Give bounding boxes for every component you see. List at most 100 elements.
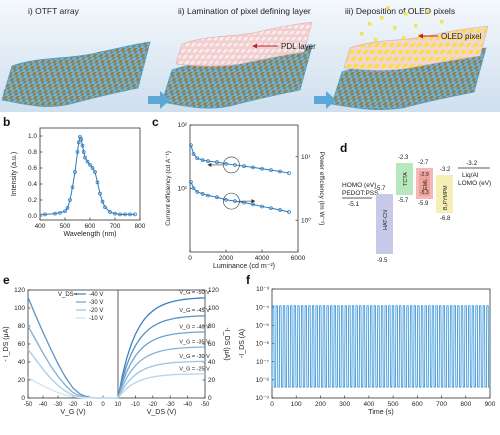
hatcn-bottom: -9.5 bbox=[377, 258, 388, 264]
x-tick-label: 10 bbox=[115, 402, 122, 408]
pedot-value: -5.1 bbox=[348, 201, 360, 208]
x2-tick-label: -30 bbox=[166, 402, 175, 408]
spectrum-point bbox=[95, 180, 100, 185]
output-curve bbox=[117, 297, 206, 399]
spectrum-point bbox=[113, 211, 117, 216]
panel-f: f 0 100 200 300 400 500 600 700 800 900 10⁻⁹ 10⁻⁸ 10… bbox=[239, 273, 496, 416]
x-tick-label: 600 bbox=[412, 401, 423, 408]
x-tick-label: 0 bbox=[101, 402, 105, 408]
spectrum-point bbox=[58, 210, 62, 215]
process-arrow-1 bbox=[148, 91, 170, 109]
panel-c: c 0 2000 4000 6000 10¹ 10² 10⁰ 10¹ Luminance (cd… bbox=[152, 115, 325, 270]
transfer-output-chart: -50 -40 -30 -20 -10 0 10 -10 -20 -30 -40 -500204060… bbox=[3, 287, 230, 416]
spectrum-point bbox=[80, 143, 85, 148]
x2-tick-label: -20 bbox=[148, 402, 157, 408]
y-tick-label: 10⁻⁴ bbox=[256, 304, 270, 311]
series-axis-arrowhead bbox=[207, 162, 212, 167]
power-efficiency-point bbox=[251, 202, 255, 207]
panel-b: b 400 500 600 700 800 0.0 0.2 0.4 0.6 0.8 1.0 Wavel… bbox=[3, 115, 146, 238]
panel-e: e -50 -40 -30 -20 -10 0 10 -10 -20 -30 -40 -5002040… bbox=[3, 273, 230, 416]
power-efficiency-point bbox=[200, 192, 205, 196]
output-curve bbox=[117, 373, 206, 399]
y-tick-label: 0 bbox=[21, 395, 25, 402]
x-axis-label: V_G (V) bbox=[60, 409, 85, 416]
eml-bottom: -5.9 bbox=[418, 201, 429, 207]
b3pympm-layer bbox=[436, 175, 453, 213]
y-tick-label: 20 bbox=[18, 377, 26, 384]
current-efficiency-point bbox=[206, 159, 210, 163]
y-tick-label: 1.0 bbox=[28, 133, 37, 140]
spectrum-point bbox=[68, 198, 72, 202]
pixel-droplet bbox=[386, 6, 390, 10]
hatcn-top: -5.7 bbox=[375, 186, 386, 192]
panel-label-f: f bbox=[246, 273, 251, 287]
step-2-label: ii) Lamination of pixel defining layer bbox=[178, 6, 311, 16]
spectrum-point bbox=[73, 170, 77, 174]
output-curve-label: V_G = -45 V bbox=[179, 308, 210, 314]
legend-label: -20 V bbox=[89, 308, 103, 314]
output-curve bbox=[117, 360, 206, 399]
process-arrow-2 bbox=[314, 91, 336, 109]
spectrum-point bbox=[85, 159, 90, 164]
power-efficiency-point bbox=[215, 195, 219, 200]
output-curve-label: V_G = -35 V bbox=[179, 340, 210, 346]
liqal-label: Liq/Al bbox=[462, 172, 479, 179]
series-axis-arrowhead bbox=[251, 199, 256, 204]
panel-label-d: d bbox=[340, 141, 347, 155]
power-efficiency-point bbox=[233, 199, 237, 203]
y-tick-label: 100 bbox=[14, 305, 25, 312]
current-efficiency-point bbox=[242, 164, 246, 168]
y-axis-label: Intensity (a.u.) bbox=[11, 152, 18, 196]
power-efficiency-point bbox=[269, 206, 273, 211]
current-efficiency-point bbox=[189, 143, 193, 148]
y-axis-label: - I_DS (μA) bbox=[3, 326, 10, 361]
transfer-curve bbox=[27, 296, 118, 399]
legend-label: -40 V bbox=[89, 292, 103, 298]
pixel-droplet bbox=[380, 16, 384, 20]
y-tick-label: 0.0 bbox=[28, 213, 37, 220]
spectrum-point bbox=[63, 209, 67, 214]
current-efficiency-point bbox=[269, 168, 273, 172]
pixel-droplet bbox=[393, 26, 397, 30]
oled-pixel-sheet bbox=[343, 25, 489, 71]
spectrum-point bbox=[133, 212, 137, 217]
b3pympm-label: B₃PYMPM bbox=[443, 185, 449, 210]
x-tick-label: 500 bbox=[60, 223, 71, 230]
output-curve-label: V_G = -50 V bbox=[179, 290, 210, 296]
tcta-label: TCTA bbox=[403, 172, 409, 186]
output-curve bbox=[117, 346, 206, 399]
y2-tick-label: 20 bbox=[208, 377, 216, 384]
current-efficiency-point bbox=[278, 169, 282, 174]
pixel-droplet bbox=[440, 20, 444, 24]
pixel-droplet bbox=[414, 24, 418, 28]
switching-chart: 0 100 200 300 400 500 600 700 800 900 10⁻⁹ 10⁻⁸ 10⁻⁷… bbox=[239, 286, 496, 416]
y-tick-label: 10¹ bbox=[178, 186, 188, 193]
transfer-curve bbox=[27, 376, 118, 399]
efficiency-chart: 0 2000 4000 6000 10¹ 10² 10⁰ 10¹ Luminance (cd m… bbox=[165, 122, 325, 270]
spectrum-point bbox=[43, 212, 47, 217]
oled-callout-arrowhead bbox=[418, 33, 423, 39]
y-tick-label: 120 bbox=[14, 287, 25, 294]
spectrum-point bbox=[98, 191, 102, 196]
x-tick-label: 0 bbox=[270, 401, 274, 408]
panel-label-e: e bbox=[3, 273, 10, 287]
lomo-label: LOMO (eV) bbox=[458, 180, 491, 187]
power-efficiency-point bbox=[260, 204, 264, 209]
spectrum-point bbox=[90, 166, 95, 170]
spectrum-point bbox=[76, 140, 81, 145]
step-1-label: i) OTFT array bbox=[28, 6, 80, 16]
eml-dopant-layer bbox=[419, 171, 430, 196]
otft-array-sheet bbox=[1, 41, 151, 107]
eml-inner-bottom: -5.3 bbox=[420, 190, 429, 196]
homo-label: HOMO (eV) bbox=[342, 182, 376, 189]
y2-tick-label: 60 bbox=[208, 341, 216, 348]
current-efficiency-line bbox=[190, 145, 290, 174]
tcta-bottom: -5.7 bbox=[398, 198, 409, 204]
x-tick-label: 500 bbox=[388, 401, 399, 408]
x2-axis-label: V_DS (V) bbox=[147, 409, 177, 416]
pixel-droplet bbox=[368, 22, 372, 26]
plot-frame bbox=[39, 127, 141, 221]
y-tick-label: 0.8 bbox=[28, 149, 37, 156]
legend-title: V_DS= bbox=[58, 292, 78, 298]
x-tick-label: 4000 bbox=[255, 255, 270, 262]
